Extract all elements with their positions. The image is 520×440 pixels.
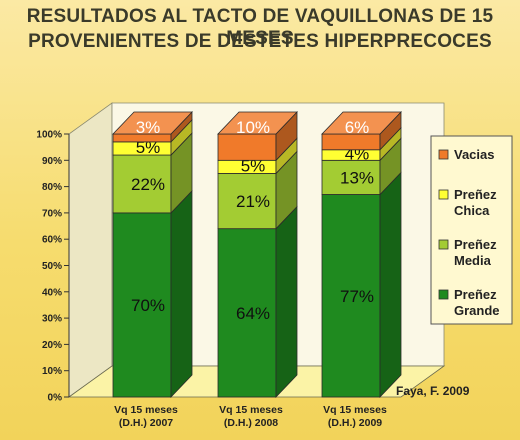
x-category-label: (D.H.) 2009 bbox=[328, 417, 382, 429]
chart-subtitle: PROVENIENTES DE DESTETES HIPERPRECOCES bbox=[28, 31, 492, 52]
bar-segment-front bbox=[321, 159, 381, 195]
legend-entry-label: Chica bbox=[454, 203, 490, 218]
bar-data-label: 70% bbox=[131, 296, 165, 315]
chart-side-wall bbox=[68, 102, 113, 398]
bar-segment-top bbox=[112, 111, 193, 135]
bar-data-label: 10% bbox=[236, 118, 270, 137]
bar-segment bbox=[321, 111, 402, 151]
y-tick-label: 30% bbox=[42, 314, 62, 325]
x-category-label: (D.H.) 2007 bbox=[119, 417, 173, 429]
legend-swatch bbox=[438, 149, 449, 160]
legend-entry-label: Vacias bbox=[454, 147, 495, 162]
bar-segment bbox=[321, 137, 402, 196]
legend-entry-label: Media bbox=[454, 253, 492, 268]
bar-data-label: 77% bbox=[340, 287, 374, 306]
bar-data-label: 22% bbox=[131, 175, 165, 194]
bar-data-label: 5% bbox=[136, 138, 161, 157]
bar-segment bbox=[112, 118, 193, 157]
bar-segment-top bbox=[217, 111, 298, 135]
y-tick-label: 50% bbox=[42, 261, 62, 272]
bar-data-label: 21% bbox=[236, 192, 270, 211]
legend-swatch bbox=[438, 189, 449, 200]
bar-segment bbox=[217, 150, 298, 230]
y-tick-label: 10% bbox=[42, 366, 62, 377]
y-tick-label: 20% bbox=[42, 340, 62, 351]
legend-swatch bbox=[438, 239, 449, 250]
bar-segment bbox=[112, 132, 193, 214]
legend-entry-label: Grande bbox=[454, 303, 500, 318]
bar-segment bbox=[112, 111, 193, 143]
bar-segment-front bbox=[321, 194, 381, 398]
bar-data-label: 3% bbox=[136, 118, 161, 137]
bar-segment bbox=[321, 171, 402, 398]
y-tick-label: 40% bbox=[42, 287, 62, 298]
bar-data-label: 64% bbox=[236, 304, 270, 323]
legend-entry-label: Preñez bbox=[454, 287, 497, 302]
y-tick-label: 0% bbox=[48, 393, 63, 404]
x-category-label: (D.H.) 2008 bbox=[224, 417, 278, 429]
bar-segment bbox=[112, 189, 193, 398]
bar-segment-side bbox=[275, 205, 298, 398]
y-tick-label: 70% bbox=[42, 208, 62, 219]
bar-segment-front bbox=[217, 133, 277, 161]
chart-title: RESULTADOS AL TACTO DE VAQUILLONAS DE 15… bbox=[26, 6, 494, 49]
source-credit: Faya, F. 2009 bbox=[396, 384, 470, 398]
y-tick-label: 60% bbox=[42, 235, 62, 246]
legend-swatch bbox=[438, 289, 449, 300]
legend-entry-label: Preñez bbox=[454, 237, 497, 252]
y-tick-label: 90% bbox=[42, 156, 62, 167]
bar-segment-top bbox=[321, 111, 402, 135]
bar-segment bbox=[217, 205, 298, 398]
bar-segment-front bbox=[217, 173, 277, 230]
bar-data-label: 6% bbox=[345, 118, 370, 137]
bar-data-label: 5% bbox=[241, 157, 266, 176]
bar-segment-side bbox=[379, 171, 402, 398]
x-category-label: Vq 15 meses bbox=[114, 404, 178, 416]
x-category-label: Vq 15 meses bbox=[323, 404, 387, 416]
y-tick-label: 80% bbox=[42, 182, 62, 193]
x-category-label: Vq 15 meses bbox=[219, 404, 283, 416]
bar-data-label: 13% bbox=[340, 169, 374, 188]
legend-entry-label: Preñez bbox=[454, 187, 497, 202]
bar-segment-side bbox=[170, 189, 193, 398]
bar-segment bbox=[217, 111, 298, 162]
y-tick-label: 100% bbox=[36, 130, 62, 141]
